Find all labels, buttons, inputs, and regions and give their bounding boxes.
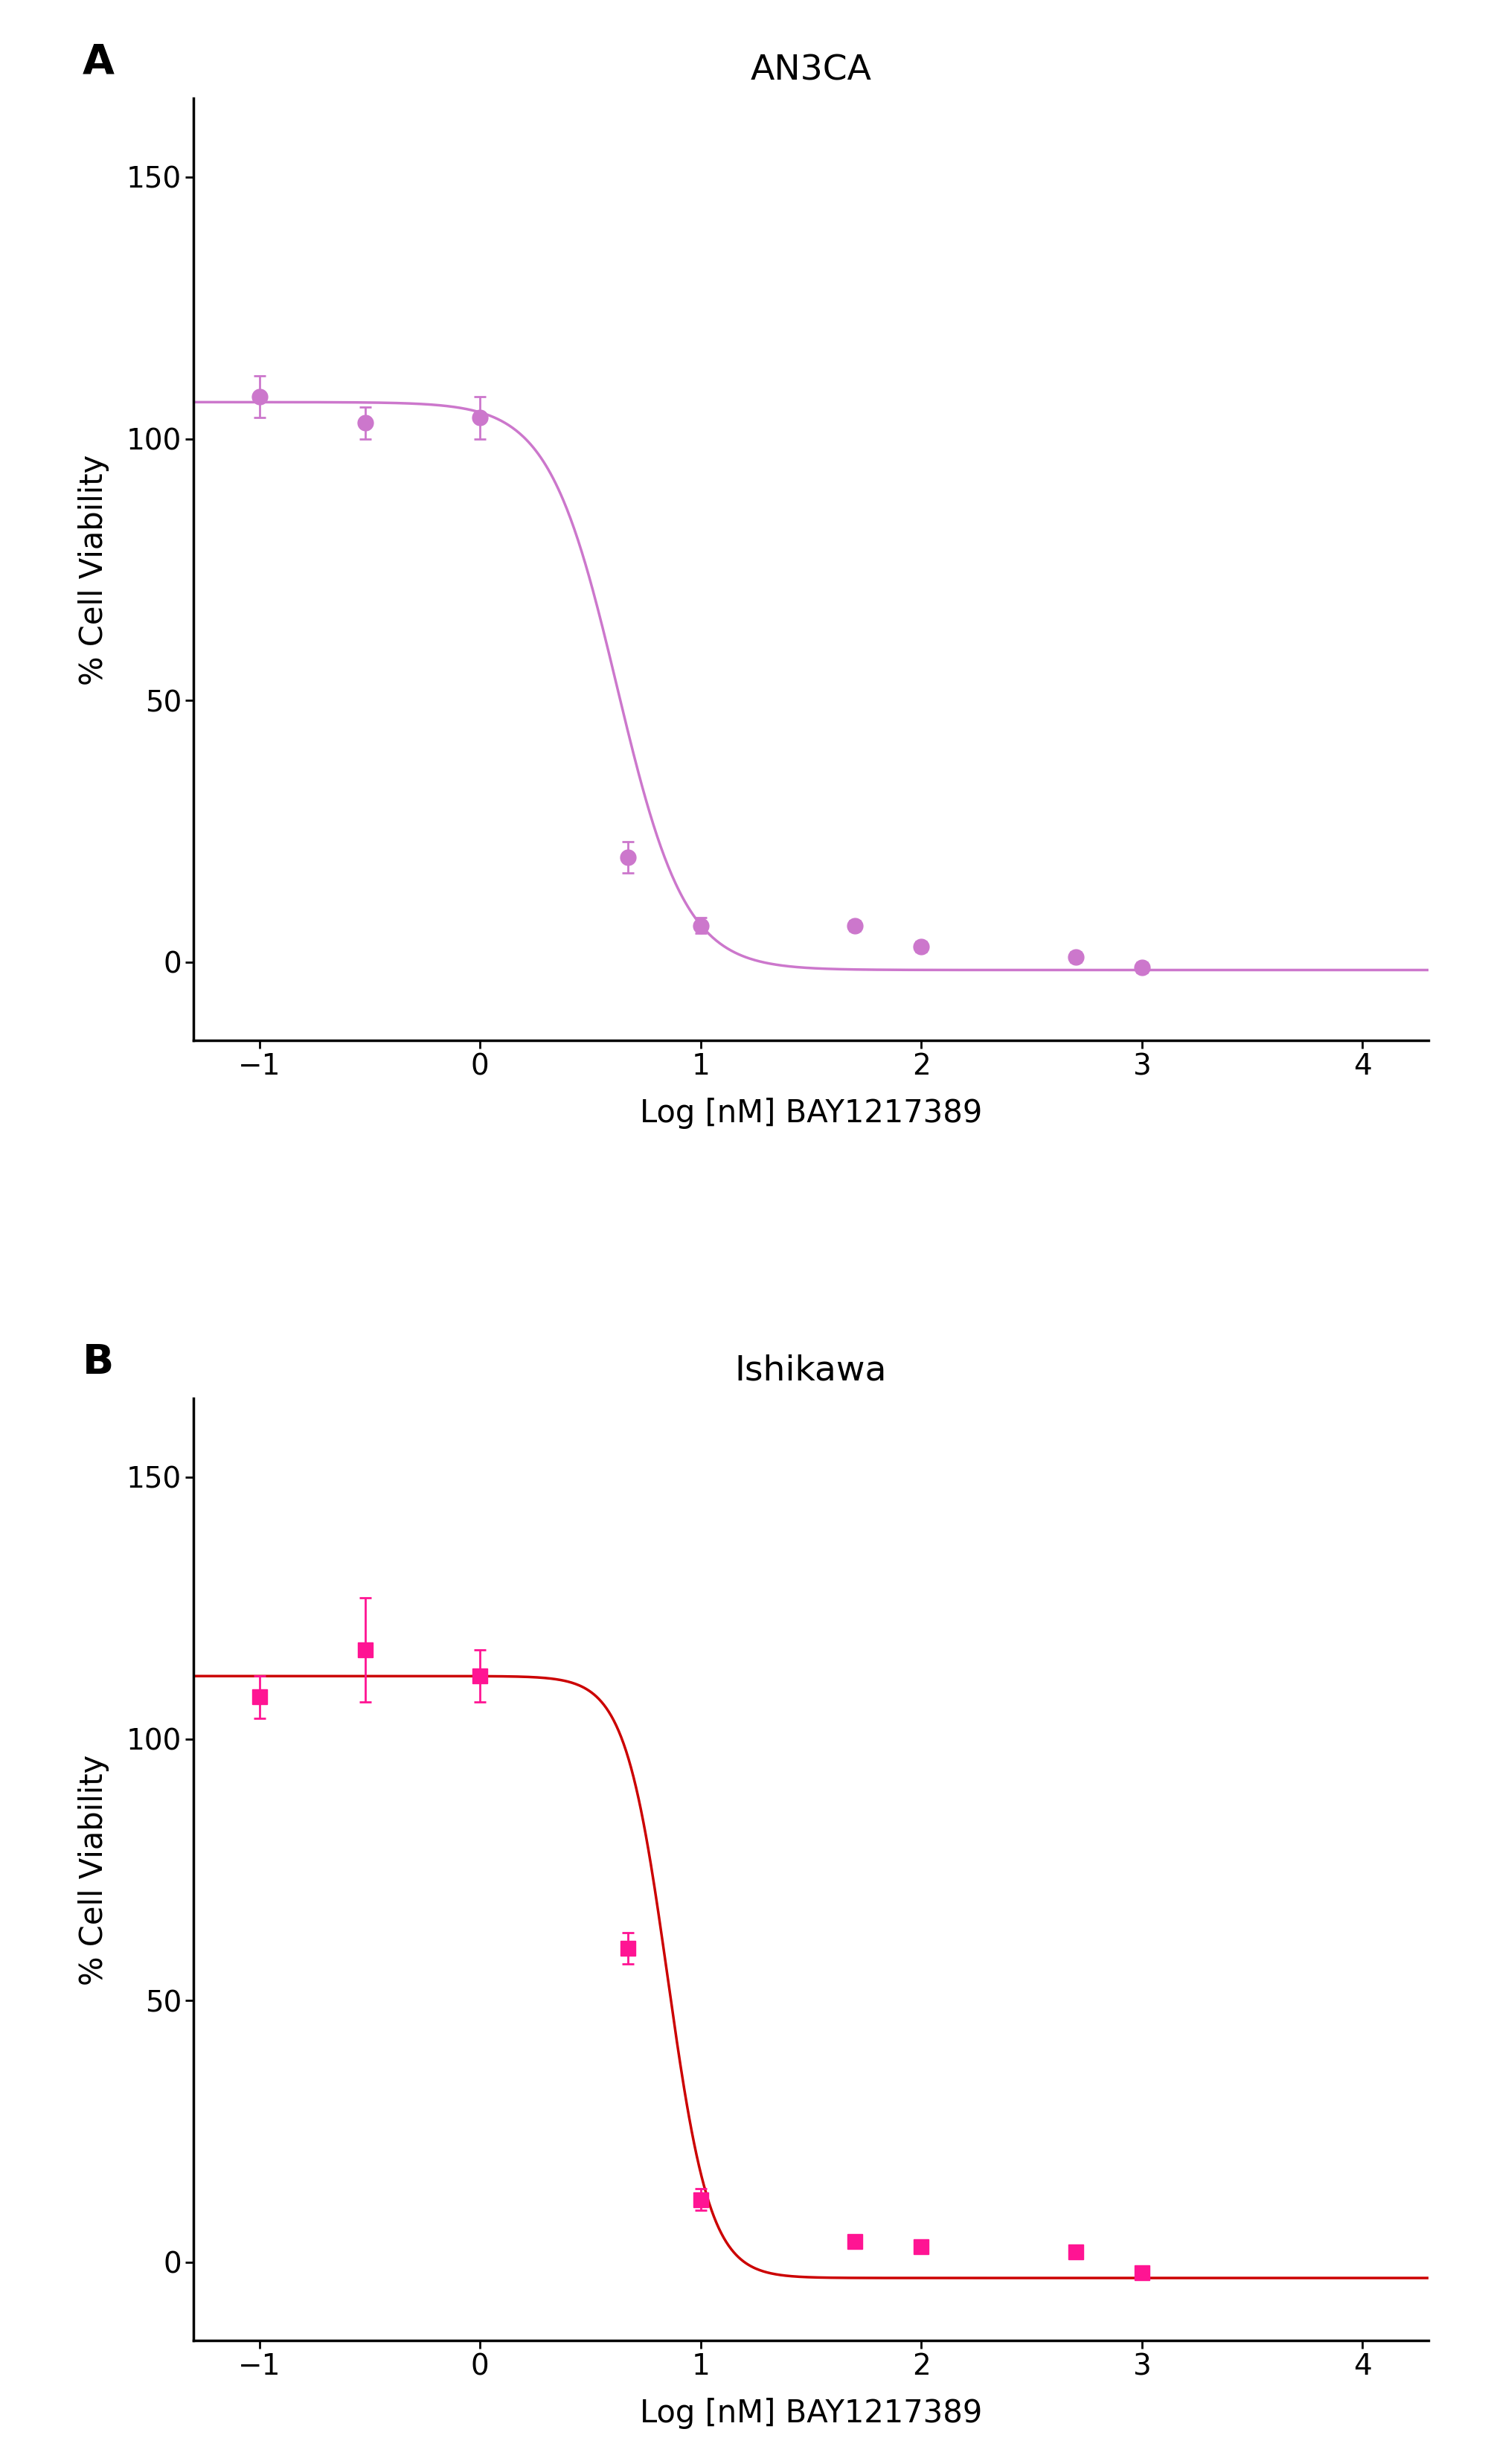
X-axis label: Log [nM] BAY1217389: Log [nM] BAY1217389: [640, 1096, 982, 1129]
Y-axis label: % Cell Viability: % Cell Viability: [79, 1754, 110, 1986]
Text: A: A: [82, 42, 115, 81]
Y-axis label: % Cell Viability: % Cell Viability: [79, 453, 110, 685]
Title: AN3CA: AN3CA: [750, 54, 872, 86]
Title: Ishikawa: Ishikawa: [735, 1355, 887, 1387]
X-axis label: Log [nM] BAY1217389: Log [nM] BAY1217389: [640, 2397, 982, 2430]
Text: B: B: [82, 1343, 113, 1382]
